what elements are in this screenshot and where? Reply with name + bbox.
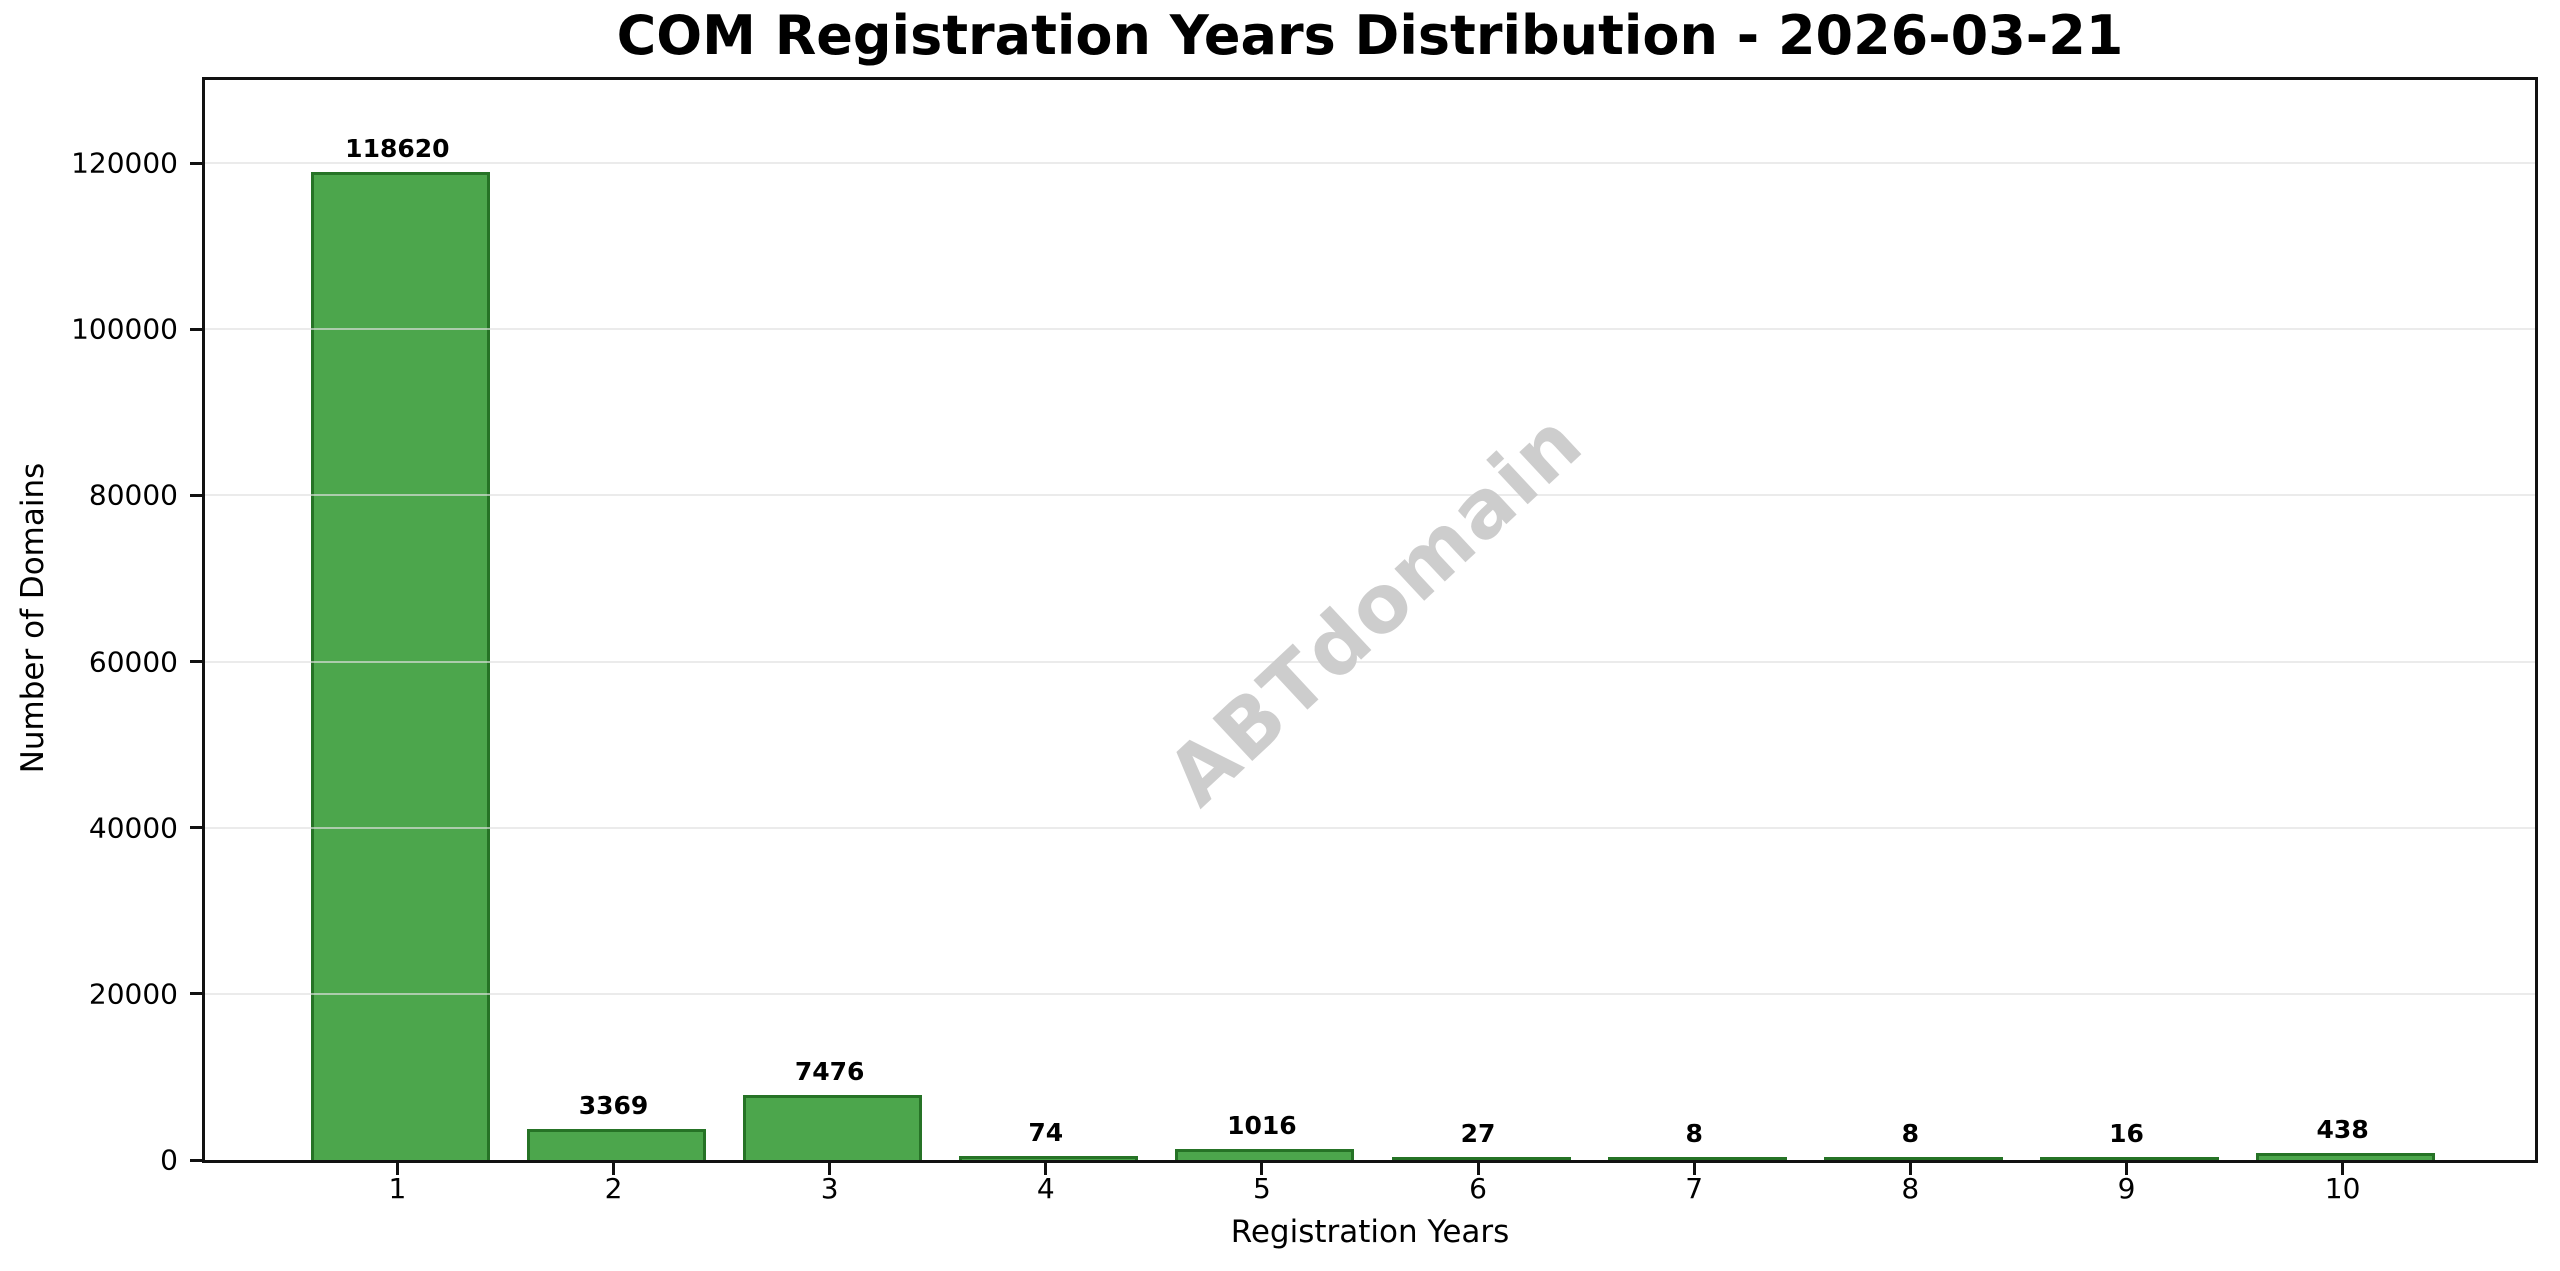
gridline bbox=[205, 162, 2535, 165]
y-tick-mark bbox=[190, 660, 202, 664]
gridline bbox=[205, 826, 2535, 829]
gridline bbox=[205, 992, 2535, 995]
chart-title: COM Registration Years Distribution - 20… bbox=[616, 4, 2124, 67]
bar-value-label: 7476 bbox=[794, 1056, 865, 1086]
bar-value-label: 74 bbox=[1028, 1118, 1064, 1148]
x-tick-mark bbox=[2341, 1163, 2345, 1175]
x-tick-label: 4 bbox=[1036, 1172, 1055, 1205]
bar-value-label: 16 bbox=[2109, 1118, 2144, 1148]
y-axis-label: Number of Domains bbox=[15, 462, 51, 774]
x-tick-mark bbox=[2124, 1163, 2128, 1175]
bar-value-label: 438 bbox=[2316, 1115, 2369, 1145]
x-tick-mark bbox=[1044, 1163, 1048, 1175]
y-tick-mark bbox=[190, 327, 202, 331]
bar-value-label: 27 bbox=[1460, 1118, 1496, 1148]
x-tick-label: 10 bbox=[2324, 1172, 2361, 1205]
x-tick-label: 9 bbox=[2117, 1172, 2136, 1205]
x-tick-label: 5 bbox=[1253, 1172, 1271, 1205]
bar bbox=[959, 1156, 1139, 1160]
y-tick-label: 60000 bbox=[88, 645, 178, 679]
bar bbox=[1607, 1156, 1787, 1160]
bar-value-label: 8 bbox=[1685, 1118, 1703, 1148]
x-tick-mark bbox=[395, 1163, 399, 1175]
x-tick-label: 8 bbox=[1901, 1172, 1920, 1205]
x-tick-label: 1 bbox=[388, 1172, 407, 1205]
y-tick-label: 120000 bbox=[71, 146, 178, 180]
y-tick-mark bbox=[190, 992, 202, 996]
gridline bbox=[205, 660, 2535, 663]
bar bbox=[310, 171, 490, 1160]
bar bbox=[743, 1094, 923, 1160]
bar-value-label: 8 bbox=[1901, 1118, 1920, 1148]
y-tick-label: 20000 bbox=[88, 977, 178, 1011]
bar bbox=[527, 1129, 706, 1160]
x-axis-label: Registration Years bbox=[1230, 1214, 1510, 1250]
y-tick-mark bbox=[190, 826, 202, 830]
gridline bbox=[205, 494, 2535, 497]
x-tick-mark bbox=[1476, 1163, 1480, 1175]
x-tick-label: 2 bbox=[604, 1172, 623, 1205]
bar bbox=[1391, 1156, 1571, 1160]
y-tick-mark bbox=[190, 493, 202, 497]
y-tick-label: 100000 bbox=[71, 312, 178, 346]
plot-area: 118620 3369 7476 74 1016 27 8 8 16 438 ABTdomain bbox=[202, 77, 2538, 1163]
y-tick-label: 0 bbox=[160, 1143, 178, 1177]
x-tick-mark bbox=[612, 1163, 615, 1175]
y-tick-mark bbox=[190, 1158, 202, 1162]
y-tick-label: 80000 bbox=[88, 478, 178, 512]
bar-value-label: 118620 bbox=[345, 133, 450, 163]
y-tick-label: 40000 bbox=[88, 811, 178, 845]
bar-value-label: 1016 bbox=[1227, 1110, 1297, 1140]
bar bbox=[2039, 1156, 2219, 1160]
bar-value-label: 3369 bbox=[578, 1091, 649, 1121]
bar bbox=[1823, 1156, 2003, 1160]
bar bbox=[1175, 1148, 1355, 1160]
y-tick-mark bbox=[190, 161, 202, 165]
x-tick-mark bbox=[1692, 1163, 1696, 1175]
bar bbox=[2256, 1153, 2436, 1160]
x-tick-mark bbox=[1260, 1163, 1264, 1175]
x-tick-mark bbox=[828, 1163, 832, 1175]
x-tick-label: 3 bbox=[820, 1172, 839, 1205]
x-tick-mark bbox=[1908, 1163, 1912, 1175]
gridline bbox=[205, 328, 2535, 331]
watermark-text: ABTdomain bbox=[1149, 394, 1600, 824]
x-tick-label: 6 bbox=[1469, 1172, 1487, 1205]
x-tick-label: 7 bbox=[1685, 1172, 1704, 1205]
